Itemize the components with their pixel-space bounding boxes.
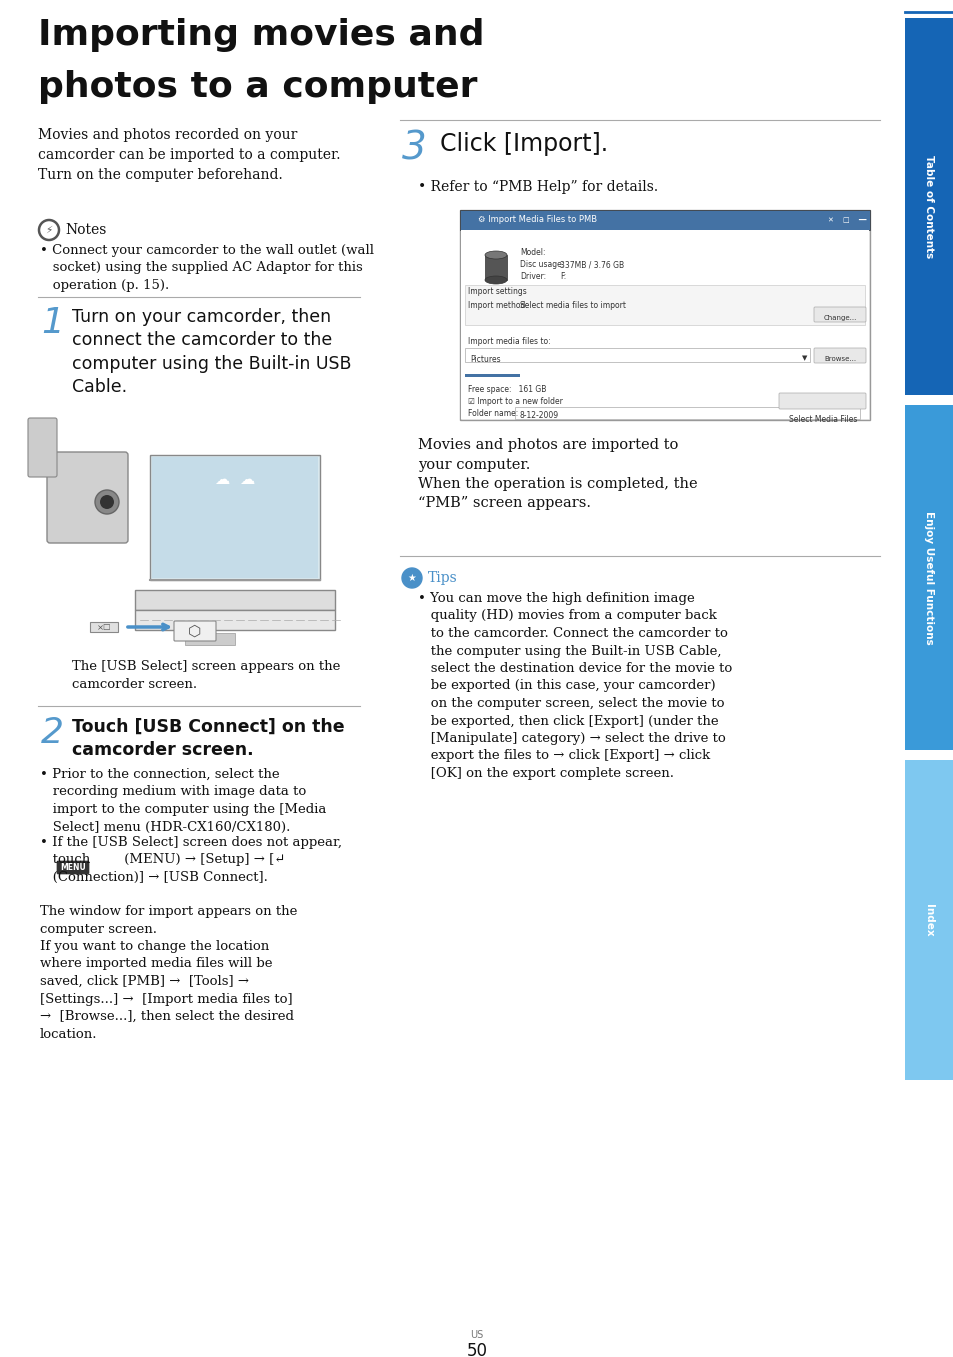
Text: 337MB / 3.76 GB: 337MB / 3.76 GB: [559, 261, 623, 269]
Text: 3: 3: [401, 129, 426, 167]
Bar: [135, 611, 335, 630]
FancyBboxPatch shape: [28, 418, 57, 478]
Bar: [459, 210, 869, 421]
FancyBboxPatch shape: [813, 347, 865, 364]
Text: ⚡: ⚡: [46, 225, 52, 235]
Text: • Connect your camcorder to the wall outlet (wall
   socket) using the supplied : • Connect your camcorder to the wall out…: [40, 244, 374, 292]
Text: Notes: Notes: [65, 223, 107, 237]
Text: ✕: ✕: [826, 217, 832, 223]
Ellipse shape: [484, 251, 506, 259]
Text: Free space:   161 GB: Free space: 161 GB: [468, 385, 546, 394]
Text: ⬡: ⬡: [188, 623, 201, 639]
FancyBboxPatch shape: [57, 860, 89, 874]
Text: Tips: Tips: [428, 571, 457, 585]
Text: Movies and photos recorded on your
camcorder can be imported to a computer.
Turn: Movies and photos recorded on your camco…: [38, 128, 340, 182]
Circle shape: [95, 490, 119, 514]
Text: Table of Contents: Table of Contents: [923, 155, 934, 258]
Text: ☁  ☁: ☁ ☁: [214, 472, 254, 487]
Text: Touch [USB Connect] on the
camcorder screen.: Touch [USB Connect] on the camcorder scr…: [71, 718, 344, 760]
Text: Model:: Model:: [519, 248, 545, 256]
FancyBboxPatch shape: [779, 394, 865, 408]
Text: US: US: [470, 1330, 483, 1339]
Text: • Prior to the connection, select the
   recording medium with image data to
   : • Prior to the connection, select the re…: [40, 768, 326, 833]
Text: Change...: Change...: [822, 315, 856, 322]
Text: Disc usage:: Disc usage:: [519, 261, 563, 269]
Circle shape: [401, 569, 421, 588]
Text: Browse...: Browse...: [823, 356, 855, 362]
Text: The window for import appears on the
computer screen.
If you want to change the : The window for import appears on the com…: [40, 905, 297, 1041]
Text: • Refer to “PMB Help” for details.: • Refer to “PMB Help” for details.: [417, 180, 658, 194]
Text: Importing movies and: Importing movies and: [38, 18, 484, 52]
FancyBboxPatch shape: [150, 455, 319, 579]
Text: Enjoy Useful Functions: Enjoy Useful Functions: [923, 510, 934, 645]
Text: F:: F:: [559, 271, 566, 281]
Bar: [464, 285, 864, 324]
Text: Folder name:: Folder name:: [468, 408, 517, 418]
Bar: [460, 229, 868, 419]
Text: photos to a computer: photos to a computer: [38, 71, 477, 104]
Bar: [464, 375, 519, 377]
FancyBboxPatch shape: [135, 590, 335, 611]
Text: □: □: [841, 217, 848, 223]
Text: Import method:: Import method:: [468, 301, 527, 309]
Text: Select Media Files: Select Media Files: [788, 415, 857, 423]
Text: • You can move the high definition image
   quality (HD) movies from a computer : • You can move the high definition image…: [417, 592, 732, 780]
Ellipse shape: [484, 275, 506, 284]
Text: 1: 1: [41, 305, 64, 341]
Text: ⚙ Import Media Files to PMB: ⚙ Import Media Files to PMB: [477, 216, 597, 224]
Bar: [904, 404, 953, 750]
Text: Movies and photos are imported to
your computer.
When the operation is completed: Movies and photos are imported to your c…: [417, 438, 697, 510]
FancyBboxPatch shape: [173, 622, 215, 641]
Text: 8-12-2009: 8-12-2009: [519, 411, 558, 421]
FancyBboxPatch shape: [813, 307, 865, 322]
Text: The [USB Select] screen appears on the
camcorder screen.: The [USB Select] screen appears on the c…: [71, 660, 340, 691]
Text: Turn on your camcorder, then
connect the camcorder to the
computer using the Bui: Turn on your camcorder, then connect the…: [71, 308, 351, 396]
Text: 2: 2: [41, 716, 64, 750]
Bar: [185, 632, 234, 645]
Bar: [152, 457, 317, 578]
Text: Driver:: Driver:: [519, 271, 545, 281]
FancyBboxPatch shape: [47, 452, 128, 543]
Circle shape: [100, 495, 113, 509]
Text: Import settings: Import settings: [468, 286, 526, 296]
Bar: [459, 210, 869, 229]
Text: ★: ★: [407, 573, 416, 584]
Bar: [484, 255, 506, 280]
Text: Select media files to import: Select media files to import: [519, 301, 625, 309]
Bar: [464, 347, 809, 362]
Text: Import media files to:: Import media files to:: [468, 337, 550, 346]
Text: ⨯☐: ⨯☐: [96, 623, 112, 631]
Text: ☑ Import to a new folder: ☑ Import to a new folder: [468, 398, 562, 406]
Bar: [90, 622, 118, 632]
Bar: [904, 18, 953, 395]
Bar: [515, 407, 859, 419]
Text: ━━: ━━: [857, 217, 865, 223]
Bar: [904, 760, 953, 1080]
Text: • If the [USB Select] screen does not appear,
   touch        (MENU) → [Setup] →: • If the [USB Select] screen does not ap…: [40, 836, 341, 883]
Text: Pictures: Pictures: [470, 356, 500, 364]
Text: Index: Index: [923, 904, 934, 936]
Text: ▼: ▼: [801, 356, 806, 361]
Text: MENU: MENU: [60, 863, 86, 873]
Text: 50: 50: [466, 1342, 487, 1357]
Text: Click [Import].: Click [Import].: [439, 132, 607, 156]
